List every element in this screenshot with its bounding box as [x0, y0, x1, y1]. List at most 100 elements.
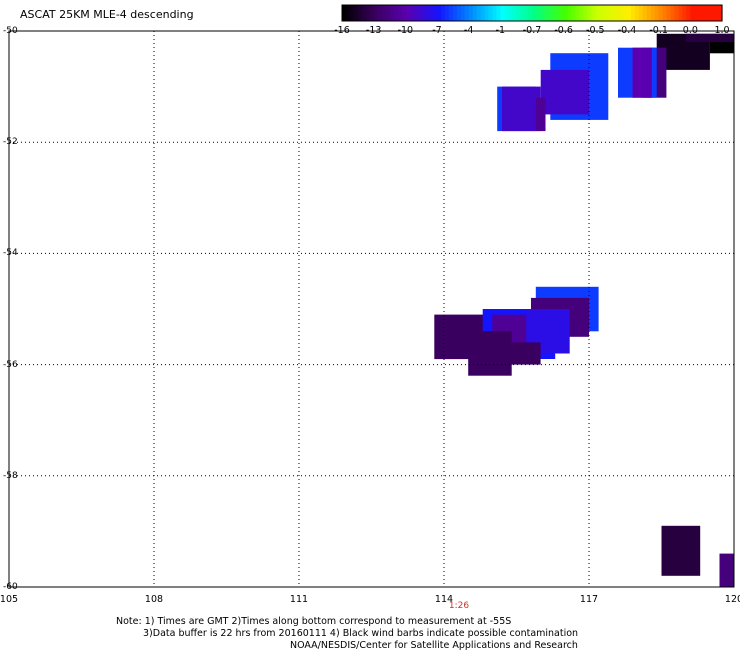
- colorbar-segment: [476, 5, 482, 21]
- colorbar-segment: [638, 5, 644, 21]
- colorbar-segment: [591, 5, 596, 21]
- data-cell: [719, 553, 734, 587]
- colorbar-segment: [488, 5, 494, 21]
- latitude-label: -58: [3, 470, 18, 481]
- colorbar-segment: [512, 5, 517, 21]
- data-cell: [468, 331, 512, 376]
- wind-data-cells: [434, 33, 734, 587]
- colorbar-segment: [607, 5, 612, 21]
- data-cell: [661, 525, 701, 576]
- colorbar-segment: [603, 5, 608, 21]
- colorbar-segment: [662, 5, 668, 21]
- colorbar-segment: [437, 5, 442, 21]
- colorbar-tick-label: -0.4: [617, 25, 637, 36]
- colorbar-segment: [666, 5, 672, 21]
- colorbar-segment: [508, 5, 513, 21]
- colorbar-frame: [341, 4, 723, 22]
- colorbar-segment: [583, 5, 589, 21]
- colorbar-segment: [373, 5, 379, 21]
- colorbar-segment: [342, 5, 347, 21]
- colorbar-segment: [579, 5, 585, 21]
- colorbar-segment: [464, 5, 470, 21]
- colorbar-segment: [472, 5, 478, 21]
- colorbar-segment: [349, 5, 355, 21]
- colorbar-segment: [702, 5, 707, 21]
- colorbar-segment: [500, 5, 505, 21]
- data-cell: [685, 33, 734, 43]
- colorbar-tick-label: -0.5: [586, 25, 605, 36]
- colorbar-segment: [670, 5, 676, 21]
- colorbar-segment: [369, 5, 375, 21]
- colorbar-tick-label: -4: [463, 25, 474, 36]
- longitude-label: 108: [144, 594, 164, 605]
- colorbar-segment: [694, 5, 699, 21]
- colorbar-tick-label: -7: [432, 25, 442, 36]
- map-title: ASCAT 25KM MLE-4 descending: [20, 8, 194, 21]
- latitude-label: -60: [3, 582, 18, 592]
- lat-lon-grid: [9, 31, 734, 587]
- data-cell: [540, 69, 589, 115]
- colorbar-segment: [448, 5, 454, 21]
- colorbar-segment: [678, 5, 684, 21]
- colorbar-segment: [551, 5, 557, 21]
- colorbar-segment: [595, 5, 600, 21]
- colorbar-segment: [686, 5, 691, 21]
- colorbar-segment: [516, 5, 521, 21]
- colorbar-segment: [377, 5, 383, 21]
- colorbar-segment: [650, 5, 656, 21]
- colorbar-segment: [385, 5, 391, 21]
- colorbar-segment: [520, 5, 525, 21]
- colorbar-segment: [393, 5, 399, 21]
- colorbar-segment: [599, 5, 604, 21]
- colorbar-segment: [710, 5, 715, 21]
- latitude-label: -50: [3, 26, 18, 36]
- colorbar-segment: [345, 5, 351, 21]
- colorbar-segment: [524, 5, 529, 21]
- colorbar-segment: [718, 5, 723, 21]
- colorbar-segment: [381, 5, 387, 21]
- colorbar-segment: [674, 5, 680, 21]
- colorbar-segment: [623, 5, 628, 21]
- colorbar-segment: [654, 5, 660, 21]
- colorbar-segment: [361, 5, 367, 21]
- data-cell: [632, 47, 652, 98]
- colorbar-tick-label: -16: [334, 25, 350, 36]
- colorbar-segment: [706, 5, 711, 21]
- colorbar-segment: [401, 5, 406, 21]
- longitude-label: 111: [289, 594, 309, 605]
- colorbar-segment: [496, 5, 501, 21]
- data-cell: [535, 97, 546, 132]
- colorbar-segment: [468, 5, 474, 21]
- colorbar-tick-label: 0.0: [682, 25, 698, 36]
- longitude-label: 117: [579, 594, 599, 605]
- colorbar-segment: [575, 5, 581, 21]
- colorbar-segment: [405, 5, 410, 21]
- colorbar-segment: [413, 5, 418, 21]
- colorbar-segment: [627, 5, 632, 21]
- colorbar-tick-label: -10: [397, 25, 414, 36]
- colorbar-segment: [429, 5, 434, 21]
- colorbar-tick-label: -13: [365, 25, 382, 36]
- colorbar-tick-label: -0.6: [554, 25, 573, 36]
- colorbar-segment: [365, 5, 371, 21]
- colorbar-segment: [714, 5, 719, 21]
- colorbar-segment: [682, 5, 687, 21]
- colorbar-segment: [563, 5, 569, 21]
- colorbar-segment: [397, 5, 402, 21]
- colorbar-segment: [409, 5, 414, 21]
- colorbar-segment: [357, 5, 363, 21]
- colorbar: [341, 4, 723, 22]
- colorbar-segment: [389, 5, 395, 21]
- colorbar-segment: [567, 5, 573, 21]
- colorbar-segment: [646, 5, 652, 21]
- colorbar-tick-label: 1.0: [714, 25, 730, 36]
- colorbar-segment: [456, 5, 462, 21]
- colorbar-segment: [417, 5, 422, 21]
- colorbar-segment: [559, 5, 565, 21]
- data-cell: [502, 86, 541, 132]
- longitude-label: 105: [0, 594, 19, 605]
- colorbar-segment: [504, 5, 509, 21]
- colorbar-segment: [587, 5, 592, 21]
- colorbar-segment: [539, 5, 545, 21]
